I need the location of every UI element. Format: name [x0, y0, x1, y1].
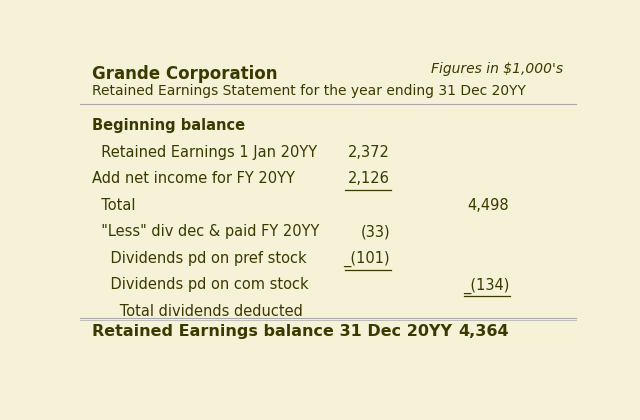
Text: "Less" div dec & paid FY 20YY: "Less" div dec & paid FY 20YY [92, 224, 320, 239]
Text: 4,364: 4,364 [458, 324, 509, 339]
Text: Figures in $1,000's: Figures in $1,000's [431, 62, 564, 76]
Text: (33): (33) [360, 224, 390, 239]
Text: 4,498: 4,498 [467, 198, 509, 213]
Text: Retained Earnings Statement for the year ending 31 Dec 20YY: Retained Earnings Statement for the year… [92, 84, 526, 98]
Text: Dividends pd on com stock: Dividends pd on com stock [92, 278, 309, 292]
Text: Grande Corporation: Grande Corporation [92, 65, 278, 83]
Text: Dividends pd on pref stock: Dividends pd on pref stock [92, 251, 307, 266]
Text: Retained Earnings balance 31 Dec 20YY: Retained Earnings balance 31 Dec 20YY [92, 324, 452, 339]
Text: 2,372: 2,372 [348, 145, 390, 160]
Text: Total: Total [92, 198, 136, 213]
Text: Beginning balance: Beginning balance [92, 118, 246, 133]
Text: _(101): _(101) [344, 251, 390, 267]
Text: 2,126: 2,126 [348, 171, 390, 186]
Text: Add net income for FY 20YY: Add net income for FY 20YY [92, 171, 295, 186]
Text: Total dividends deducted: Total dividends deducted [92, 304, 303, 319]
Text: _(134): _(134) [463, 278, 509, 294]
Text: Retained Earnings 1 Jan 20YY: Retained Earnings 1 Jan 20YY [92, 145, 317, 160]
